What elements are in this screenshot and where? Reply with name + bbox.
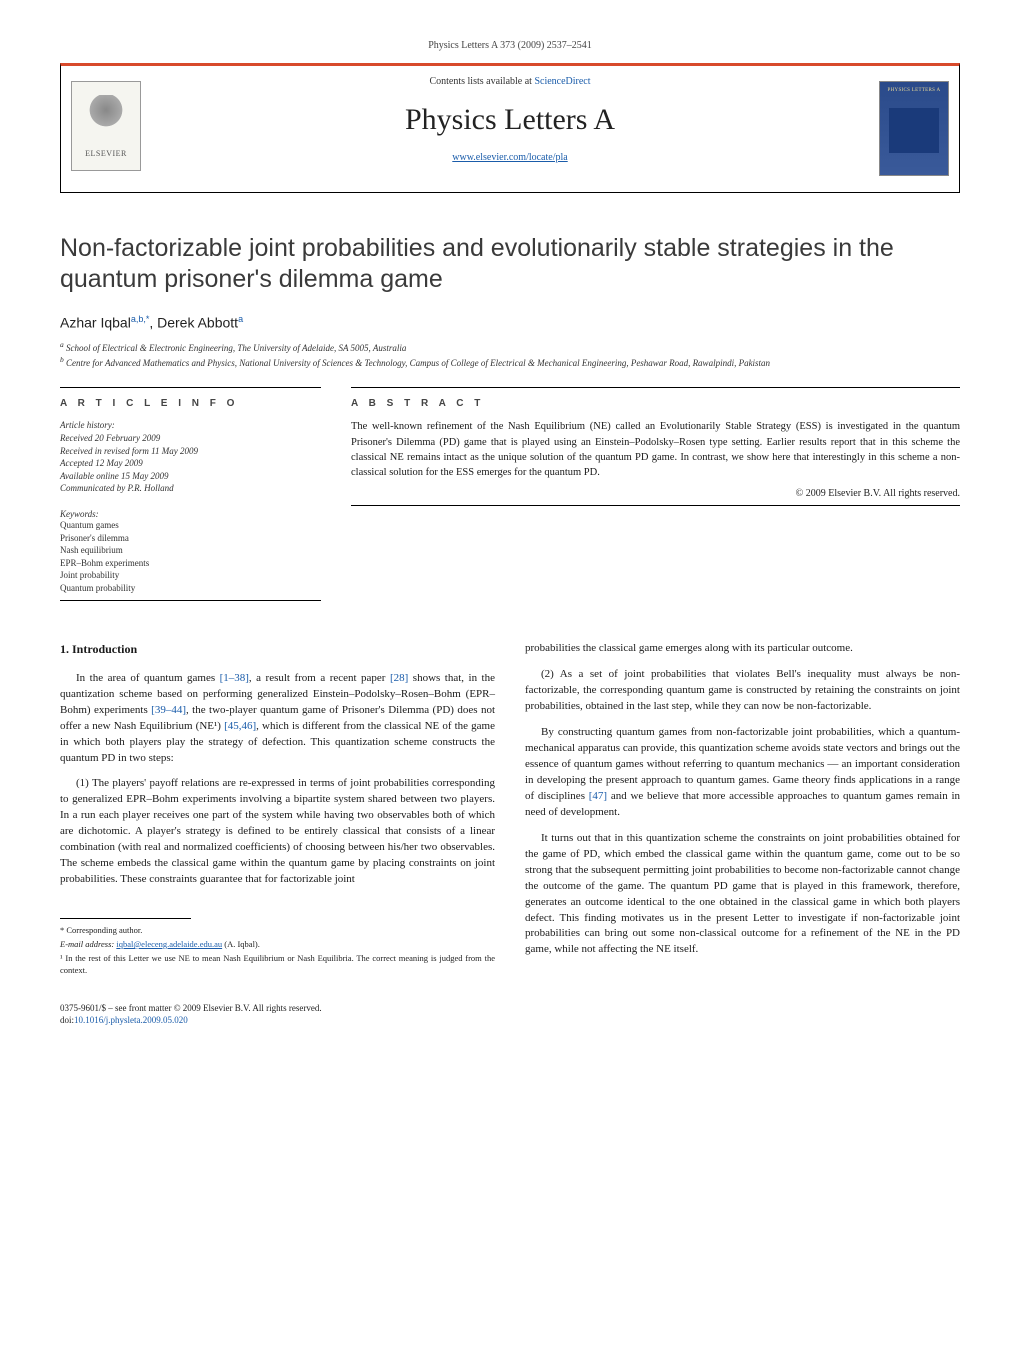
history-online: Available online 15 May 2009: [60, 470, 321, 483]
cover-label: PHYSICS LETTERS A: [888, 88, 941, 93]
contents-line: Contents lists available at ScienceDirec…: [241, 76, 780, 87]
elsevier-logo: ELSEVIER: [71, 81, 141, 171]
history-accepted: Accepted 12 May 2009: [60, 457, 321, 470]
email-label: E-mail address:: [60, 939, 116, 949]
contents-prefix: Contents lists available at: [429, 76, 534, 87]
keywords-list: Quantum games Prisoner's dilemma Nash eq…: [60, 519, 321, 595]
journal-cover-thumbnail: PHYSICS LETTERS A: [879, 81, 949, 176]
author-1-sup: a,b,*: [131, 314, 150, 324]
running-header: Physics Letters A 373 (2009) 2537–2541: [60, 40, 960, 51]
sciencedirect-link[interactable]: ScienceDirect: [534, 76, 590, 87]
doi-label: doi:: [60, 1015, 74, 1025]
abstract-label: A B S T R A C T: [351, 398, 960, 409]
body-column-left: 1. Introduction In the area of quantum g…: [60, 641, 495, 1026]
keyword-item: Joint probability: [60, 569, 321, 582]
email-link[interactable]: iqbal@eleceng.adelaide.edu.au: [116, 939, 222, 949]
elsevier-tree-icon: [86, 95, 126, 145]
publisher-label: ELSEVIER: [85, 149, 127, 158]
journal-homepage-link[interactable]: www.elsevier.com/locate/pla: [452, 152, 567, 163]
article-title: Non-factorizable joint probabilities and…: [60, 233, 960, 296]
abstract-bottom-rule: [351, 505, 960, 506]
body-paragraph: (2) As a set of joint probabilities that…: [525, 667, 960, 715]
authors-separator: ,: [149, 314, 157, 330]
author-2-sup: a: [238, 314, 243, 324]
history-revised: Received in revised form 11 May 2009: [60, 445, 321, 458]
keyword-item: EPR–Bohm experiments: [60, 557, 321, 570]
keyword-item: Prisoner's dilemma: [60, 532, 321, 545]
footnotes: * Corresponding author. E-mail address: …: [60, 925, 495, 977]
keyword-item: Nash equilibrium: [60, 544, 321, 557]
body-paragraph: By constructing quantum games from non-f…: [525, 725, 960, 821]
author-1: Azhar Iqbal: [60, 314, 131, 330]
author-2: Derek Abbott: [157, 314, 238, 330]
body-paragraph: It turns out that in this quantization s…: [525, 831, 960, 959]
footnote-1: ¹ In the rest of this Letter we use NE t…: [60, 953, 495, 977]
body-two-columns: 1. Introduction In the area of quantum g…: [60, 641, 960, 1026]
section-1-heading: 1. Introduction: [60, 641, 495, 658]
body-paragraph: In the area of quantum games [1–38], a r…: [60, 671, 495, 767]
journal-name: Physics Letters A: [241, 103, 780, 137]
abstract-text: The well-known refinement of the Nash Eq…: [351, 419, 960, 480]
issn-text: 0375-9601/$ – see front matter © 2009 El…: [60, 1002, 495, 1015]
affiliation-b: b Centre for Advanced Mathematics and Ph…: [60, 355, 960, 370]
abstract-column: A B S T R A C T The well-known refinemen…: [351, 387, 960, 601]
article-info-label: A R T I C L E I N F O: [60, 398, 321, 409]
article-history: Article history: Received 20 February 20…: [60, 419, 321, 495]
history-communicated: Communicated by P.R. Holland: [60, 482, 321, 495]
footer-issn-line: 0375-9601/$ – see front matter © 2009 El…: [60, 1002, 495, 1027]
email-suffix: (A. Iqbal).: [222, 939, 260, 949]
abstract-copyright: © 2009 Elsevier B.V. All rights reserved…: [351, 488, 960, 499]
body-paragraph: probabilities the classical game emerges…: [525, 641, 960, 657]
history-received: Received 20 February 2009: [60, 432, 321, 445]
footnote-email: E-mail address: iqbal@eleceng.adelaide.e…: [60, 939, 495, 951]
affiliation-a: a School of Electrical & Electronic Engi…: [60, 340, 960, 355]
affiliations: a School of Electrical & Electronic Engi…: [60, 340, 960, 369]
footnote-corresponding: * Corresponding author.: [60, 925, 495, 937]
body-column-right: probabilities the classical game emerges…: [525, 641, 960, 1026]
body-paragraph: (1) The players' payoff relations are re…: [60, 776, 495, 888]
footnote-rule: [60, 918, 191, 919]
doi-link[interactable]: 10.1016/j.physleta.2009.05.020: [74, 1015, 188, 1025]
article-info-column: A R T I C L E I N F O Article history: R…: [60, 387, 321, 601]
info-bottom-rule: [60, 600, 321, 601]
authors-line: Azhar Iqbala,b,*, Derek Abbotta: [60, 314, 960, 331]
keywords-label: Keywords:: [60, 509, 321, 519]
cover-image-placeholder: [889, 108, 939, 153]
history-label: Article history:: [60, 419, 321, 432]
keyword-item: Quantum games: [60, 519, 321, 532]
journal-masthead: ELSEVIER Contents lists available at Sci…: [60, 63, 960, 193]
keyword-item: Quantum probability: [60, 582, 321, 595]
